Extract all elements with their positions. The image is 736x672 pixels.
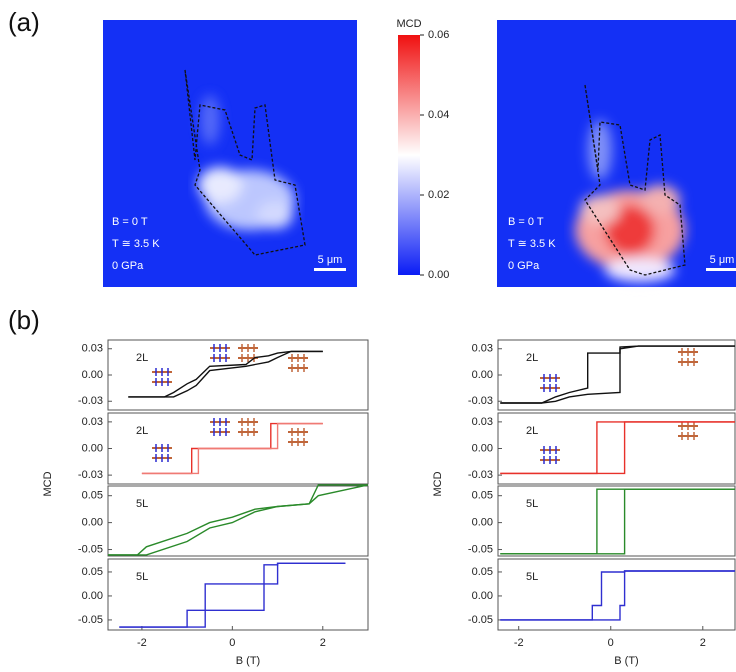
colorbar: MCD [396, 18, 422, 275]
x-axis-label: B (T) [236, 655, 260, 667]
curves [108, 484, 368, 556]
colorbar-tick-label: 0.06 [428, 29, 449, 41]
hysteresis-curve [500, 421, 735, 475]
chart-label: 5L [136, 498, 148, 510]
map-annotation: T ≅ 3.5 K [508, 238, 556, 250]
hysteresis-curve [108, 484, 368, 556]
y-tick-label: 0.00 [472, 369, 493, 381]
y-tick-label: -0.03 [78, 469, 103, 481]
curves [141, 422, 323, 475]
colorbar-tick-label: 0.02 [428, 189, 449, 201]
y-tick-label: 0.05 [472, 566, 493, 578]
plot-frame [497, 558, 736, 631]
chart-label: 5L [526, 498, 538, 510]
y-axis-label: MCD [42, 471, 54, 496]
map-annotation: 0 GPa [508, 260, 540, 272]
curves [128, 350, 323, 398]
y-tick-label: -0.05 [78, 543, 103, 555]
curves [500, 345, 735, 404]
x-tick-label: 2 [320, 637, 326, 649]
hysteresis-curve [108, 484, 368, 556]
y-tick-label: -0.03 [468, 469, 493, 481]
curves [500, 570, 735, 621]
chart-label: 2L [136, 425, 148, 437]
y-axis-label: MCD [432, 471, 444, 496]
colorbar-title: MCD [396, 18, 421, 30]
scale-bar-label: 5 μm [318, 254, 343, 266]
colorbar-tick-label: 0.04 [428, 109, 449, 121]
plot-frame [497, 485, 736, 557]
y-tick-label: -0.03 [468, 395, 493, 407]
y-tick-label: 0.03 [472, 416, 493, 428]
plot-frame [107, 339, 369, 411]
y-tick-label: 0.03 [472, 343, 493, 355]
chart-label: 2L [136, 352, 148, 364]
hysteresis-curve [500, 345, 735, 404]
plot-frame [107, 485, 369, 557]
curves [500, 488, 735, 555]
y-tick-label: 0.00 [82, 517, 103, 529]
hysteresis-curve [500, 570, 735, 621]
map-annotation: T ≅ 3.5 K [112, 238, 160, 250]
hysteresis-curve [500, 488, 735, 555]
x-axis-label: B (T) [614, 655, 638, 667]
y-tick-label: -0.05 [468, 614, 493, 626]
y-tick-label: 0.00 [82, 369, 103, 381]
y-tick-label: -0.05 [78, 614, 103, 626]
colorbar-tick-label: 0.00 [428, 269, 449, 281]
y-tick-label: 0.00 [472, 517, 493, 529]
x-tick-label: -2 [514, 637, 524, 649]
chart-label: 5L [526, 571, 538, 583]
hysteresis-curve [119, 562, 346, 628]
map-annotation: 0 GPa [112, 260, 144, 272]
mcd-map: B = 0 T T ≅ 3.5 K 0 GPa 5 μm [103, 20, 357, 287]
x-tick-label: -2 [137, 637, 147, 649]
y-tick-label: 0.03 [82, 343, 103, 355]
plot-frame [497, 339, 736, 411]
y-tick-label: 0.00 [82, 590, 103, 602]
map-annotation: B = 0 T [508, 216, 544, 228]
x-tick-label: 2 [700, 637, 706, 649]
panel-label: (a) [8, 7, 40, 37]
colorbar-scale [398, 35, 420, 275]
x-tick-label: 0 [229, 637, 235, 649]
curves [119, 562, 346, 628]
hysteresis-curve [500, 345, 735, 404]
hysteresis-curve [128, 350, 323, 398]
y-tick-label: 0.05 [472, 490, 493, 502]
y-tick-label: 0.05 [82, 566, 103, 578]
mcd-map: B = 0 T T ≅ 3.5 K 0 GPa 5 μm [497, 20, 736, 287]
y-tick-label: 0.00 [472, 442, 493, 454]
y-tick-label: 0.05 [82, 490, 103, 502]
chart-label: 2L [526, 425, 538, 437]
y-tick-label: 0.03 [82, 416, 103, 428]
hysteresis-curve [119, 562, 346, 628]
y-tick-label: 0.00 [82, 442, 103, 454]
x-tick-label: 0 [608, 637, 614, 649]
panel-label: (b) [8, 305, 40, 335]
chart-label: 5L [136, 571, 148, 583]
plot-frame [107, 558, 369, 631]
chart-label: 2L [526, 352, 538, 364]
map-annotation: B = 0 T [112, 216, 148, 228]
curves [500, 421, 735, 475]
y-tick-label: 0.00 [472, 590, 493, 602]
scale-bar-label: 5 μm [710, 254, 735, 266]
y-tick-label: -0.03 [78, 395, 103, 407]
hysteresis-curve [141, 422, 323, 475]
y-tick-label: -0.05 [468, 543, 493, 555]
hysteresis-curve [128, 350, 323, 398]
